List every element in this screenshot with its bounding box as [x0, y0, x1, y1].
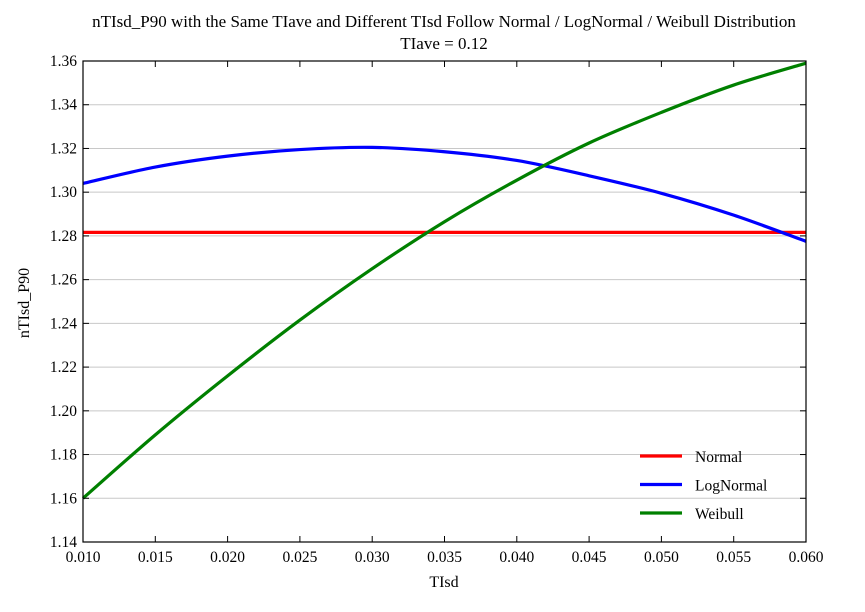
x-tick-labels: 0.010 0.015 0.020 0.025 0.030 0.035 0.040 0.045… — [66, 549, 824, 566]
x-tick-label: 0.050 — [644, 549, 679, 566]
x-tick-label: 0.020 — [210, 549, 245, 566]
x-tick-label: 0.055 — [716, 549, 751, 566]
y-tick-label: 1.36 — [50, 53, 77, 70]
x-tick-label: 0.060 — [789, 549, 824, 566]
y-tick-label: 1.30 — [50, 184, 77, 201]
x-tick-label: 0.010 — [66, 549, 101, 566]
legend-label: Weibull — [695, 506, 744, 523]
x-tick-label: 0.015 — [138, 549, 173, 566]
y-tick-label: 1.14 — [50, 534, 77, 551]
legend-item-weibull: Weibull — [640, 506, 744, 523]
y-tick-label: 1.26 — [50, 272, 77, 289]
axis-ticks — [82, 60, 807, 543]
x-axis-label: TIsd — [429, 574, 458, 591]
x-tick-label: 0.040 — [499, 549, 534, 566]
series-lines — [81, 61, 807, 500]
x-tick-label: 0.025 — [282, 549, 317, 566]
chart-subtitle: TIave = 0.12 — [400, 34, 487, 53]
y-tick-label: 1.32 — [50, 140, 77, 157]
legend-item-lognormal: LogNormal — [640, 478, 767, 495]
legend: Normal LogNormal Weibull — [640, 449, 767, 523]
y-tick-labels: 1.14 1.16 1.18 1.20 1.22 1.24 1.26 1.28 1.30 1.32… — [50, 53, 77, 551]
x-tick-label: 0.030 — [355, 549, 390, 566]
y-tick-label: 1.34 — [50, 97, 77, 114]
y-tick-label: 1.18 — [50, 447, 77, 464]
legend-label: Normal — [695, 449, 742, 466]
x-tick-label: 0.045 — [572, 549, 607, 566]
y-tick-label: 1.28 — [50, 228, 77, 245]
y-tick-label: 1.22 — [50, 359, 77, 376]
y-axis-label: nTIsd_P90 — [16, 268, 33, 338]
y-tick-label: 1.24 — [50, 315, 77, 332]
plot-frame — [82, 60, 807, 543]
x-tick-label: 0.035 — [427, 549, 462, 566]
y-tick-label: 1.20 — [50, 403, 77, 420]
series-line-lognormal — [82, 145, 807, 243]
chart-title: nTIsd_P90 with the Same TIave and Differ… — [92, 12, 796, 31]
gridlines — [83, 60, 806, 543]
legend-item-normal: Normal — [640, 449, 742, 466]
y-tick-label: 1.16 — [50, 490, 77, 507]
legend-label: LogNormal — [695, 478, 767, 495]
series-line-weibull — [81, 61, 807, 500]
